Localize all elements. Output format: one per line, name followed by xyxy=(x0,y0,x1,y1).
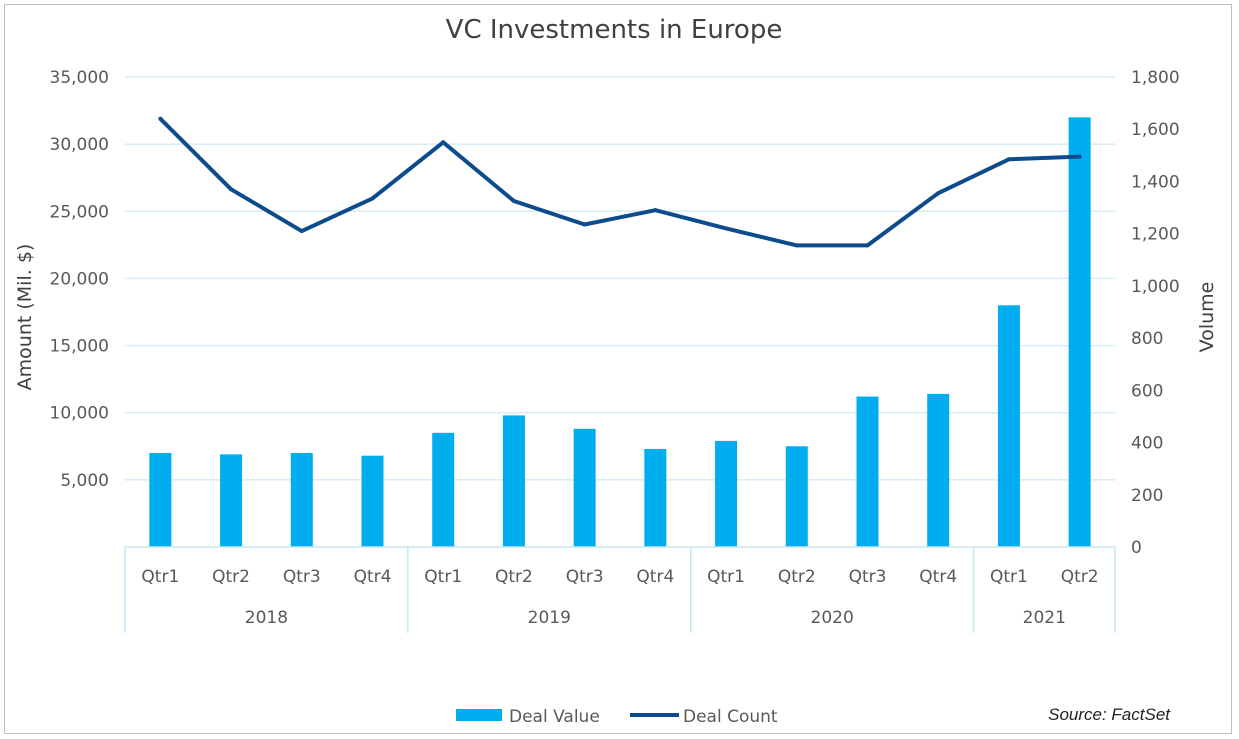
point-deal-count xyxy=(1077,154,1082,159)
y2-tick-label: 1,600 xyxy=(1131,120,1180,140)
source-note: Source: FactSet xyxy=(1048,705,1171,724)
x-tick-label: Qtr2 xyxy=(778,567,816,587)
y2-tick-label: 0 xyxy=(1131,538,1142,558)
y2-axis-label: Volume xyxy=(1196,282,1218,353)
y2-tick-label: 200 xyxy=(1131,486,1163,506)
point-deal-count xyxy=(794,243,799,248)
y-tick-label: 25,000 xyxy=(50,202,109,222)
x-tick-label: Qtr3 xyxy=(283,567,321,587)
bar-deal-value xyxy=(502,415,525,547)
x-tick-label: Qtr1 xyxy=(424,567,462,587)
y-tick-label: 20,000 xyxy=(50,269,109,289)
point-deal-count xyxy=(229,187,234,192)
point-deal-count xyxy=(1006,157,1011,162)
bar-deal-value xyxy=(715,440,738,547)
point-deal-count xyxy=(441,140,446,145)
y2-tick-label: 1,400 xyxy=(1131,172,1180,192)
bar-deal-value xyxy=(856,396,879,547)
point-deal-count xyxy=(724,226,729,231)
y-tick-label: 35,000 xyxy=(50,68,109,88)
chart-title: VC Investments in Europe xyxy=(446,15,783,45)
x-tick-label: Qtr1 xyxy=(141,567,179,587)
x-tick-label: Qtr1 xyxy=(990,567,1028,587)
bar-deal-value xyxy=(220,454,243,547)
legend-label-deal-value: Deal Value xyxy=(509,707,600,727)
chart-svg: VC Investments in Europe 5,000 10,000 15,0… xyxy=(14,15,1218,727)
x-tick-label: Qtr2 xyxy=(1061,567,1099,587)
point-deal-count xyxy=(865,243,870,248)
point-deal-count xyxy=(370,196,375,201)
y2-tick-label: 600 xyxy=(1131,381,1163,401)
y2-tick-label: 1,800 xyxy=(1131,68,1180,88)
legend-swatch-deal-value xyxy=(456,709,502,721)
y-tick-label: 10,000 xyxy=(50,404,109,424)
bar-deal-value xyxy=(1068,117,1091,548)
bar-deal-value xyxy=(573,428,596,547)
bar-deal-value xyxy=(432,432,455,547)
line-deal-count xyxy=(158,117,1080,248)
legend-label-deal-count: Deal Count xyxy=(683,707,778,727)
x-tick-label: Qtr4 xyxy=(636,567,674,587)
x-tick-label: Qtr2 xyxy=(495,567,533,587)
x-tick-label: Qtr2 xyxy=(212,567,250,587)
y-axis-label: Amount (Mil. $) xyxy=(14,244,36,391)
bar-deal-value xyxy=(149,453,172,547)
y2-tick-label: 1,000 xyxy=(1131,277,1180,297)
x-group-label: 2018 xyxy=(245,608,288,628)
bar-deal-value xyxy=(361,455,384,547)
y2-tick-label: 400 xyxy=(1131,434,1163,454)
grid-lines xyxy=(125,76,1115,481)
x-tick-label: Qtr1 xyxy=(707,567,745,587)
y2-tick-label: 1,200 xyxy=(1131,225,1180,245)
chart-frame: VC Investments in Europe 5,000 10,000 15,0… xyxy=(4,4,1232,734)
bar-series xyxy=(149,117,1091,548)
x-tick-label: Qtr4 xyxy=(919,567,957,587)
y-axis-left: 5,000 10,000 15,000 20,000 25,000 30,000 35,00… xyxy=(50,68,109,491)
line-series xyxy=(158,116,1082,248)
point-deal-count xyxy=(299,229,304,234)
bar-deal-value xyxy=(290,453,313,547)
x-axis: Qtr1 Qtr2 Qtr3 Qtr4 Qtr1 Qtr2 Qtr3 Qtr4 Qtr1 Qtr2… xyxy=(124,546,1116,633)
x-group-label: 2019 xyxy=(528,608,571,628)
legend: Deal Value Deal Count xyxy=(456,707,778,727)
y2-tick-label: 800 xyxy=(1131,329,1163,349)
point-deal-count xyxy=(936,191,941,196)
bar-deal-value xyxy=(927,393,950,547)
x-group-label: 2020 xyxy=(811,608,854,628)
x-tick-label: Qtr3 xyxy=(566,567,604,587)
point-deal-count xyxy=(582,222,587,227)
point-deal-count xyxy=(158,116,163,121)
point-deal-count xyxy=(511,199,516,204)
x-tick-label: Qtr3 xyxy=(849,567,887,587)
y-tick-label: 5,000 xyxy=(60,471,109,491)
y-axis-right: 0 200 400 600 800 1,000 1,200 1,400 1,600 1,800 xyxy=(1131,68,1180,558)
bar-deal-value xyxy=(997,305,1020,547)
bar-deal-value xyxy=(644,448,667,547)
x-tick-label: Qtr4 xyxy=(354,567,392,587)
y-tick-label: 30,000 xyxy=(50,135,109,155)
point-deal-count xyxy=(653,208,658,213)
x-group-label: 2021 xyxy=(1023,608,1066,628)
y-tick-label: 15,000 xyxy=(50,337,109,357)
bar-deal-value xyxy=(785,446,808,547)
